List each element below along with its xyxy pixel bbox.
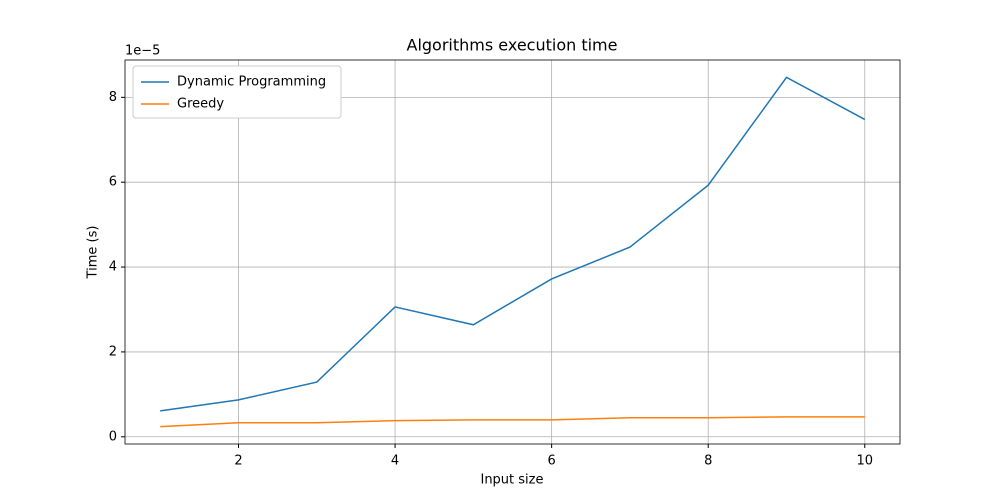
y-offset-label: 1e−5 bbox=[125, 44, 160, 59]
x-tick-label: 2 bbox=[234, 454, 242, 469]
legend-label: Greedy bbox=[177, 97, 224, 112]
legend-label: Dynamic Programming bbox=[177, 75, 326, 90]
y-tick-label: 4 bbox=[109, 260, 117, 275]
x-tick-label: 4 bbox=[391, 454, 399, 469]
x-tick-label: 8 bbox=[704, 454, 712, 469]
series-line bbox=[160, 76, 866, 412]
y-tick-label: 0 bbox=[109, 429, 117, 444]
y-axis-label: Time (s) bbox=[86, 226, 101, 280]
x-tick-label: 10 bbox=[856, 454, 873, 469]
legend: Dynamic Programming Greedy bbox=[132, 65, 342, 119]
plot-frame bbox=[124, 59, 901, 445]
chart-title: Algorithms execution time bbox=[407, 36, 618, 55]
legend-box bbox=[132, 65, 342, 119]
series-line bbox=[160, 416, 865, 428]
y-tick-label: 2 bbox=[109, 344, 117, 359]
x-tick-label: 6 bbox=[548, 454, 556, 469]
y-tick-label: 8 bbox=[109, 90, 117, 105]
y-tick-label: 6 bbox=[109, 175, 117, 190]
x-axis-label: Input size bbox=[480, 473, 543, 488]
